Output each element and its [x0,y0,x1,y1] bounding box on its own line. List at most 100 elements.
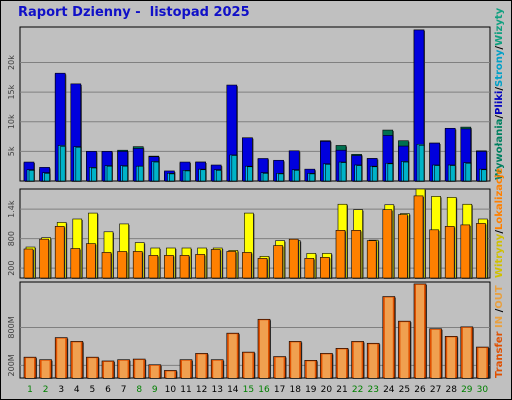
transfer-bar-highlight [447,337,456,378]
sites-bar [382,209,393,279]
legend-labels: Wywołania/Pliki/Strony/WizytyWitryny/Lok… [494,7,505,378]
sites-bar [39,238,49,279]
x-tick-label-12: 12 [196,385,207,395]
axis-legend: Wywołania/Pliki/Strony/Wizyty [494,7,505,180]
legend-item: / [494,115,505,119]
middle-tick-label: 800 [7,231,16,246]
x-tick-label-29: 29 [461,385,473,395]
x-tick-label-11: 11 [180,385,191,395]
transfer-bar-highlight [228,334,237,378]
sites-bar [476,223,486,279]
sites-bar [101,252,112,279]
sites-bar [148,255,159,279]
x-tick-label-15: 15 [243,385,254,395]
transfer-bar-highlight [384,297,393,378]
sites-bar [195,254,205,279]
axis-legend: Transfer IN /OUT [494,285,505,378]
x-axis-labels: 1 2 3 4 5 6 7 8 9 10 11 12 13 14 15 16 17 18 19 20 21 22 23 24 2… [27,385,488,395]
transfer-bar-highlight [369,344,378,378]
bottom-tick-label: 800M [7,316,16,338]
x-tick-label-9: 9 [152,385,158,395]
legend-item: / [494,46,505,50]
x-tick-label-16: 16 [258,385,270,395]
legend-item: Witryny [494,233,505,278]
x-tick-label-13: 13 [211,385,222,395]
sites-bar [70,248,81,279]
visits-bar [215,170,222,182]
visits-bar [231,155,238,182]
x-tick-label-6: 6 [105,385,111,395]
legend-item: Strony [494,49,505,87]
transfer-bar-highlight [431,329,440,378]
sites-bar [413,195,424,279]
visits-bar [403,161,409,182]
x-tick-label-17: 17 [274,385,285,395]
top-tick-label: 10k [7,114,16,129]
transfer-bar-highlight [275,357,284,378]
transfer-bar-highlight [291,342,300,378]
sites-bar [242,252,252,279]
visits-bar [200,169,206,182]
visits-bar [293,170,300,182]
legend-item: Lokalizacje [494,168,505,230]
sites-bar [117,251,127,279]
visits-bar [262,173,269,182]
x-tick-label-14: 14 [227,385,239,395]
transfer-bar-highlight [338,349,346,378]
visits-bar [153,161,160,182]
legend-item: OUT [494,285,505,309]
sites-bar [366,240,377,279]
sites-bar [210,249,221,279]
middle-tick-label: 200 [7,261,16,276]
legend-item: IN [494,312,505,331]
x-tick-label-5: 5 [90,385,96,395]
sites-bar [460,224,471,279]
transfer-bar-highlight [26,358,34,378]
transfer-bar-highlight [182,360,190,378]
transfer-bar-highlight [462,327,471,378]
sites-bar [320,257,330,279]
sites-bar [288,238,299,279]
legend-item: Wizyty [494,7,505,46]
legend-item: / [494,87,505,91]
sites-bar [86,243,96,279]
transfer-bar-highlight [306,361,315,378]
sites-bar [351,230,361,279]
sites-bar [273,245,283,279]
sites-bar [398,214,408,279]
visits-bar [59,146,66,182]
transfer-bar-highlight [72,342,81,378]
transfer-bar-highlight [260,320,268,378]
transfer-bar-highlight [150,365,159,378]
visits-bar [449,165,456,182]
transfer-bar-highlight [244,353,253,378]
visits-bar [247,166,253,182]
bottom-tick-label: 200M [7,354,16,376]
visits-bar [44,173,50,182]
sites-bar [164,255,174,279]
axis-legend: Witryny/Lokalizacje [494,168,505,278]
transfer-bar-highlight [41,360,50,378]
visits-bar [481,169,487,182]
x-tick-label-1: 1 [27,385,33,395]
legend-item: / [494,230,505,234]
transfer-bar-highlight [57,338,66,378]
transfer-bar-highlight [197,354,206,378]
sites-kbytes-panel: 200 800 1.4k [7,188,491,279]
visits-bar [106,165,113,182]
transfer-bar-highlight [400,322,409,378]
visits-bar [340,162,347,182]
legend-item: / [494,308,505,312]
page-title: Raport Dzienny - listopad 2025 [18,5,250,20]
transfer-bar-highlight [478,348,487,378]
x-tick-label-10: 10 [165,385,177,395]
transfer-bar-highlight [353,342,362,378]
visits-bar [387,163,394,182]
legend-item: Pliki [494,91,505,115]
visits-bar [309,173,316,182]
x-tick-label-7: 7 [121,385,127,395]
top-plot-area [19,26,491,182]
sites-bar [304,258,315,279]
sites-bar [179,255,190,279]
